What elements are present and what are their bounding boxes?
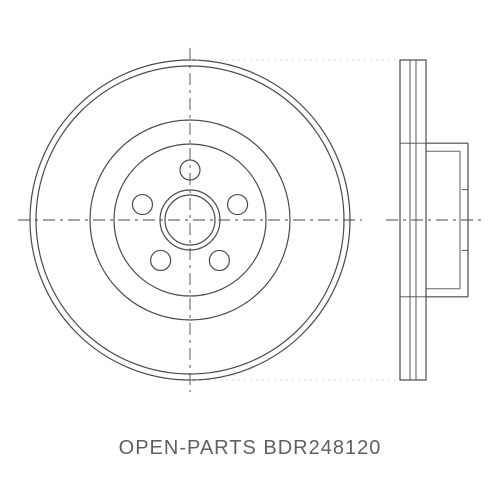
part-number: BDR248120 bbox=[263, 437, 381, 459]
technical-diagram bbox=[0, 40, 500, 400]
product-caption: OPEN-PARTS BDR248120 bbox=[0, 437, 500, 460]
brand-label: OPEN-PARTS bbox=[119, 437, 257, 459]
